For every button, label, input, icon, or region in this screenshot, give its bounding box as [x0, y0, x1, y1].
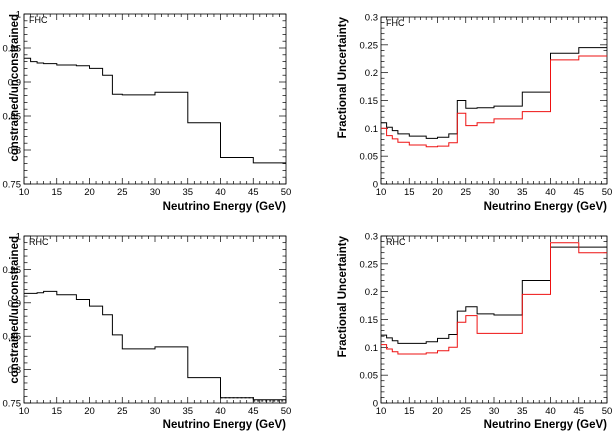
x-tick-label: 35 [517, 406, 528, 417]
y-tick-label: 0.8 [8, 365, 21, 376]
x-tick-label: 40 [215, 187, 226, 198]
x-axis-title: Neutrino Energy (GeV) [484, 201, 607, 213]
y-tick-label: 0.15 [360, 96, 379, 107]
x-tick-label: 45 [573, 406, 584, 417]
x-tick-label: 20 [84, 187, 95, 198]
plot-frame [380, 235, 608, 404]
y-tick-label: 0 [373, 399, 378, 410]
x-tick-label: 50 [281, 187, 292, 198]
y-tick-label: 1 [16, 10, 21, 21]
x-axis-title: Neutrino Energy (GeV) [484, 419, 607, 431]
x-tick-label: 25 [117, 406, 128, 417]
y-tick-label: 0.85 [3, 332, 22, 343]
y-tick-label: 0.3 [365, 13, 378, 24]
y-tick-label: 0 [373, 180, 378, 191]
fhc-ratio-panel: 10 15 20 25 30 35 40 45 50 0.75 0.8 0.85 0.9 0.95 1con… [3, 10, 292, 214]
y-tick-label: 0.8 [8, 146, 21, 157]
x-tick-label: 35 [182, 187, 193, 198]
y-tick-label: 0.1 [365, 124, 378, 135]
panel-tag-label: RHC [29, 237, 49, 247]
x-tick-label: 25 [117, 187, 128, 198]
x-tick-label: 10 [19, 406, 30, 417]
x-tick-label: 30 [150, 187, 161, 198]
y-tick-label: 0.05 [360, 152, 379, 163]
y-tick-label: 0.85 [3, 112, 22, 123]
x-tick-label: 20 [432, 187, 443, 198]
histogram-series-1 [381, 55, 607, 148]
y-tick-label: 0.25 [360, 259, 379, 270]
x-tick-label: 20 [432, 406, 443, 417]
x-tick-label: 10 [19, 187, 30, 198]
histogram-series-0 [381, 246, 607, 344]
x-tick-label: 40 [545, 187, 556, 198]
x-axis-title: Neutrino Energy (GeV) [163, 201, 286, 213]
x-tick-label: 40 [215, 406, 226, 417]
histogram-series-1 [220, 397, 286, 402]
histogram-series-0 [381, 47, 607, 139]
panel-tag-label: FHC [386, 18, 405, 28]
plot-frame [380, 16, 608, 185]
y-tick-label: 0.1 [365, 343, 378, 354]
y-tick-label: 0.9 [8, 78, 21, 89]
y-tick-label: 0.2 [365, 68, 378, 79]
y-axis-title: constrained/unconstrained [9, 14, 21, 162]
x-tick-label: 20 [84, 406, 95, 417]
x-tick-label: 45 [248, 406, 259, 417]
histogram-series-0 [24, 57, 286, 164]
x-tick-label: 50 [602, 187, 612, 198]
x-tick-label: 10 [376, 406, 387, 417]
x-tick-label: 15 [404, 187, 415, 198]
x-tick-label: 30 [489, 406, 500, 417]
fhc-uncertainty-panel: 10 15 20 25 30 35 40 45 50 0 0.05 0.1 0.15 0.2 0.25 0.3… [337, 13, 612, 214]
x-tick-label: 40 [545, 406, 556, 417]
x-tick-label: 50 [602, 406, 612, 417]
plot-frame [23, 235, 287, 404]
y-tick-label: 0.25 [360, 40, 379, 51]
x-tick-label: 50 [281, 406, 292, 417]
x-tick-label: 30 [489, 187, 500, 198]
x-tick-label: 15 [404, 406, 415, 417]
y-tick-label: 0.15 [360, 315, 379, 326]
y-tick-label: 0.05 [360, 371, 379, 382]
plot-frame [23, 13, 287, 185]
y-tick-label: 0.3 [365, 232, 378, 243]
x-tick-label: 15 [51, 187, 62, 198]
y-axis-title: Fractional Uncertainty [337, 235, 349, 357]
x-tick-label: 45 [573, 187, 584, 198]
y-axis-title: Fractional Uncertainty [337, 16, 349, 138]
x-tick-label: 25 [460, 406, 471, 417]
y-tick-label: 0.9 [8, 298, 21, 309]
x-tick-label: 25 [460, 187, 471, 198]
x-tick-label: 30 [150, 406, 161, 417]
x-tick-label: 35 [182, 406, 193, 417]
rhc-ratio-panel: 10 15 20 25 30 35 40 45 50 0.75 0.8 0.85 0.9 0.95 1con… [3, 232, 292, 432]
y-tick-label: 0.75 [3, 399, 22, 410]
y-tick-label: 0.2 [365, 287, 378, 298]
x-tick-label: 10 [376, 187, 387, 198]
histogram-series-0 [24, 290, 286, 401]
y-axis-title: constrained/unconstrained [9, 236, 21, 384]
histogram-series-1 [381, 242, 607, 355]
panel-tag-label: FHC [29, 15, 48, 25]
x-tick-label: 35 [517, 187, 528, 198]
y-tick-label: 1 [16, 232, 21, 243]
panel-tag-label: RHC [386, 237, 406, 247]
y-tick-label: 0.75 [3, 180, 22, 191]
y-tick-label: 0.95 [3, 265, 22, 276]
y-tick-label: 0.95 [3, 44, 22, 55]
x-tick-label: 45 [248, 187, 259, 198]
x-tick-label: 15 [51, 406, 62, 417]
x-axis-title: Neutrino Energy (GeV) [163, 419, 286, 431]
rhc-uncertainty-panel: 10 15 20 25 30 35 40 45 50 0 0.05 0.1 0.15 0.2 0.25 0.3… [337, 232, 612, 432]
